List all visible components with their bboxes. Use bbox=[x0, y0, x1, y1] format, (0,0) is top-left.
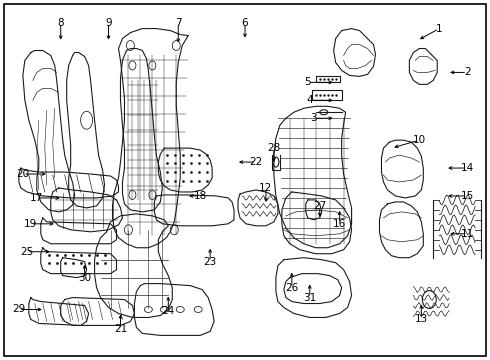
Text: 30: 30 bbox=[78, 273, 91, 283]
Text: 13: 13 bbox=[415, 314, 428, 324]
Text: 24: 24 bbox=[162, 306, 175, 316]
Text: 15: 15 bbox=[461, 191, 474, 201]
Text: 16: 16 bbox=[333, 219, 346, 229]
Text: 3: 3 bbox=[311, 113, 317, 123]
Text: 6: 6 bbox=[242, 18, 248, 28]
Text: 10: 10 bbox=[413, 135, 426, 145]
Text: 22: 22 bbox=[249, 157, 263, 167]
Text: 26: 26 bbox=[285, 283, 298, 293]
Text: 9: 9 bbox=[105, 18, 112, 28]
Text: 11: 11 bbox=[461, 229, 474, 239]
Text: 5: 5 bbox=[304, 77, 311, 87]
Text: 23: 23 bbox=[203, 257, 217, 267]
Text: 28: 28 bbox=[267, 143, 280, 153]
Text: 25: 25 bbox=[20, 247, 33, 257]
Text: 7: 7 bbox=[175, 18, 182, 28]
Text: 27: 27 bbox=[313, 201, 326, 211]
Text: 18: 18 bbox=[194, 191, 207, 201]
Text: 20: 20 bbox=[16, 169, 29, 179]
Text: 29: 29 bbox=[12, 305, 25, 315]
Text: 31: 31 bbox=[303, 293, 317, 302]
Text: 14: 14 bbox=[461, 163, 474, 173]
Text: 1: 1 bbox=[436, 24, 442, 33]
Text: 4: 4 bbox=[306, 95, 313, 105]
Text: 2: 2 bbox=[464, 67, 470, 77]
Text: 8: 8 bbox=[57, 18, 64, 28]
Text: 21: 21 bbox=[114, 324, 127, 334]
Text: 17: 17 bbox=[30, 193, 44, 203]
Text: 12: 12 bbox=[259, 183, 272, 193]
Text: 19: 19 bbox=[24, 219, 37, 229]
